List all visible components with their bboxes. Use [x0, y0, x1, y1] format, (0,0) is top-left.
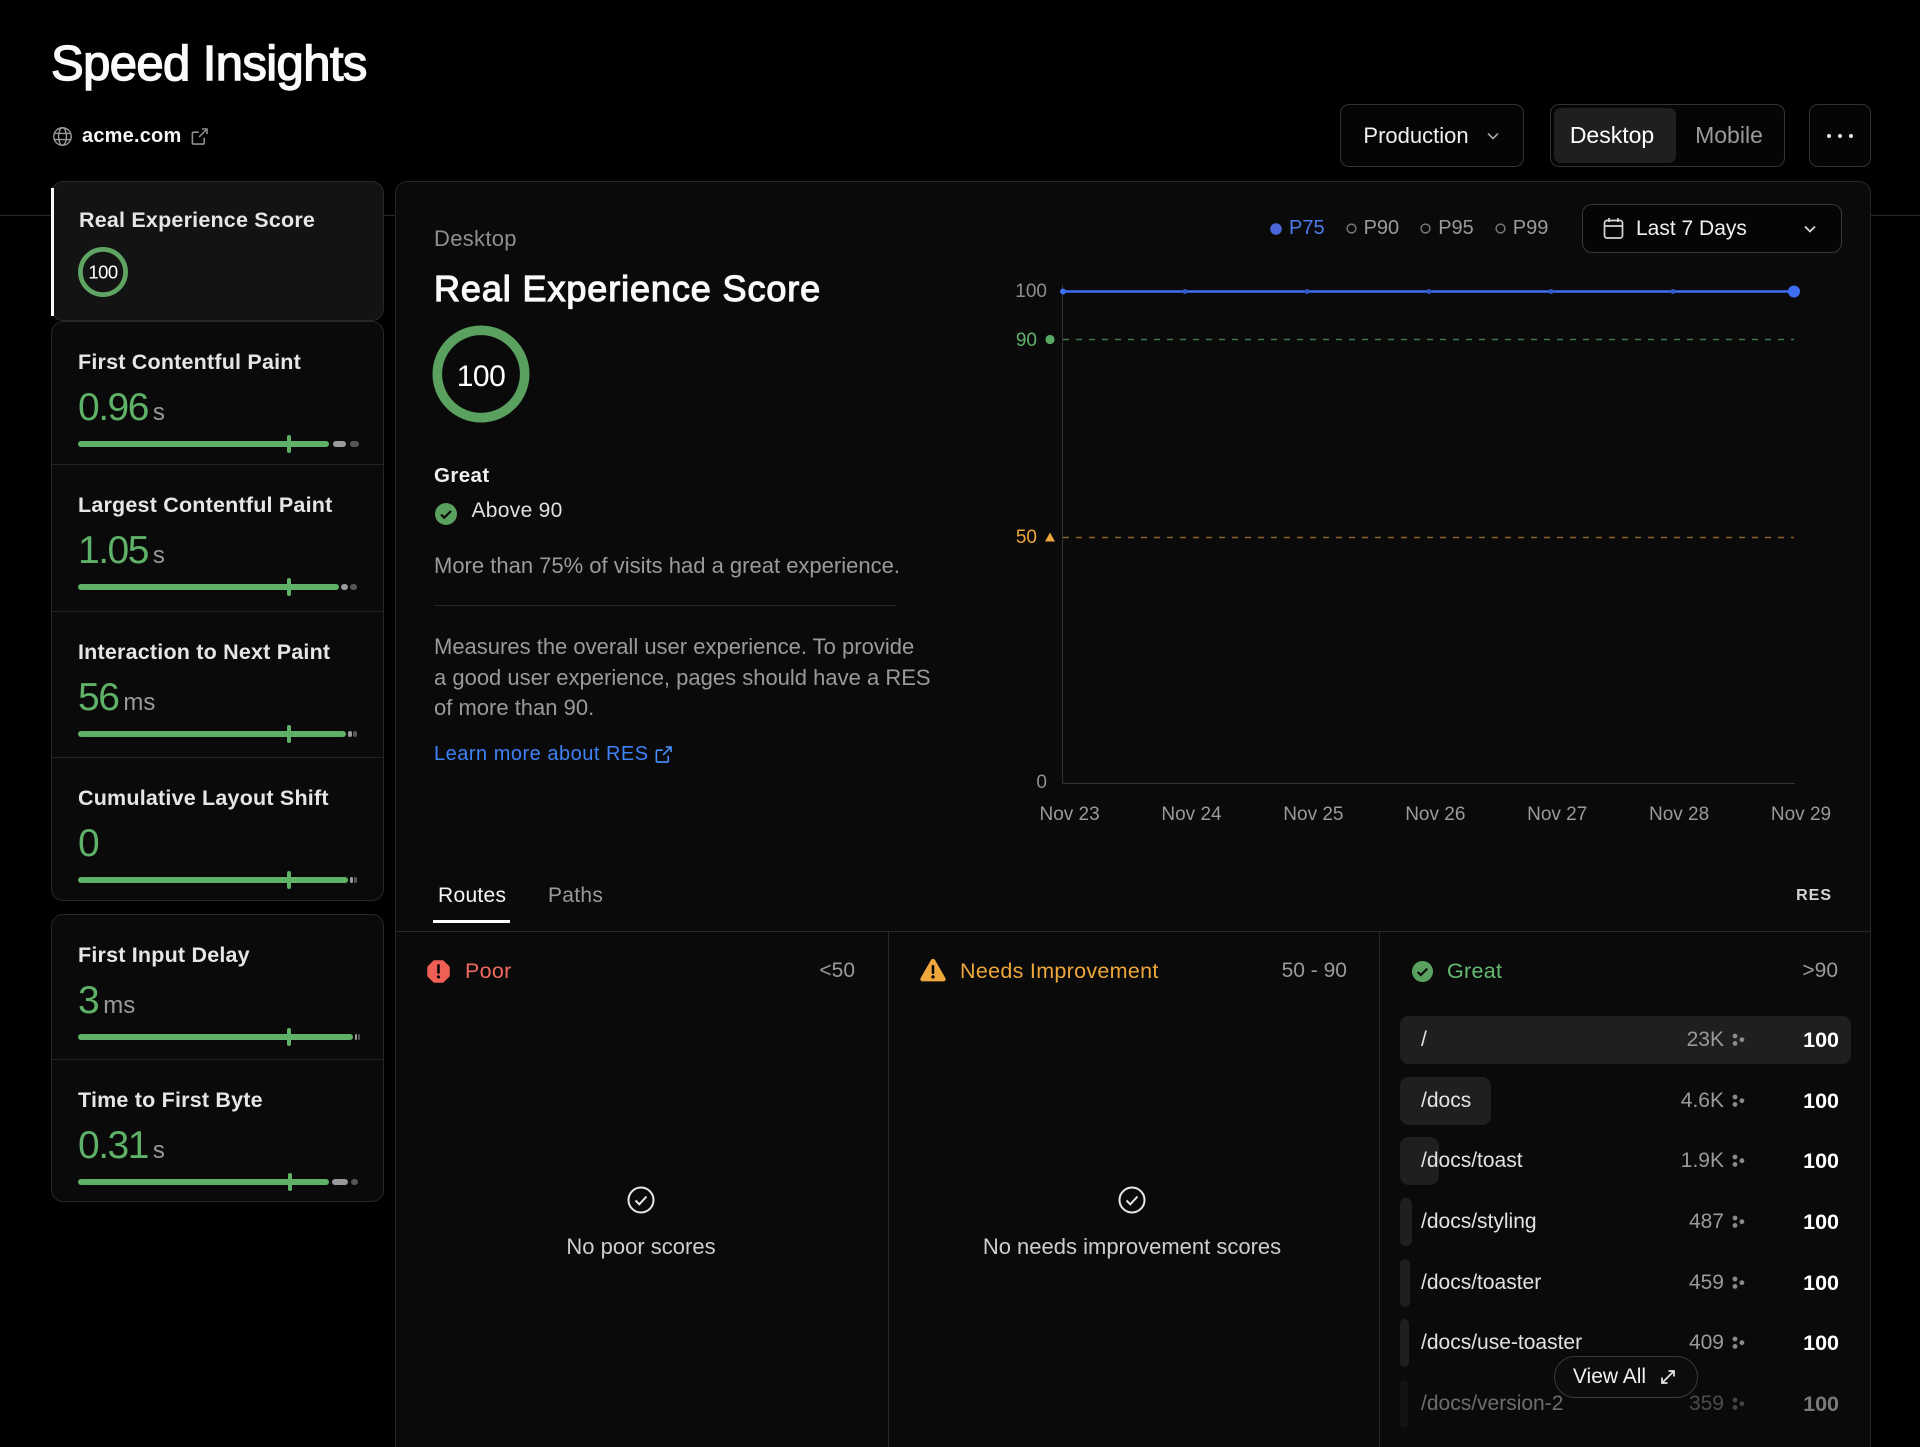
svg-text:Nov 25: Nov 25 — [1283, 804, 1343, 825]
svg-text:100: 100 — [1015, 281, 1047, 302]
svg-text:Nov 28: Nov 28 — [1649, 804, 1709, 825]
svg-text:100: 100 — [88, 262, 118, 283]
svg-text:Nov 26: Nov 26 — [1405, 804, 1465, 825]
svg-text:50: 50 — [1016, 527, 1037, 548]
svg-text:Nov 29: Nov 29 — [1771, 804, 1831, 825]
svg-text:Nov 24: Nov 24 — [1161, 804, 1222, 825]
svg-text:Nov 27: Nov 27 — [1527, 804, 1587, 825]
svg-text:Nov 23: Nov 23 — [1039, 804, 1099, 825]
svg-text:90: 90 — [1016, 330, 1037, 351]
svg-text:100: 100 — [457, 360, 506, 393]
svg-text:0: 0 — [1036, 772, 1047, 793]
